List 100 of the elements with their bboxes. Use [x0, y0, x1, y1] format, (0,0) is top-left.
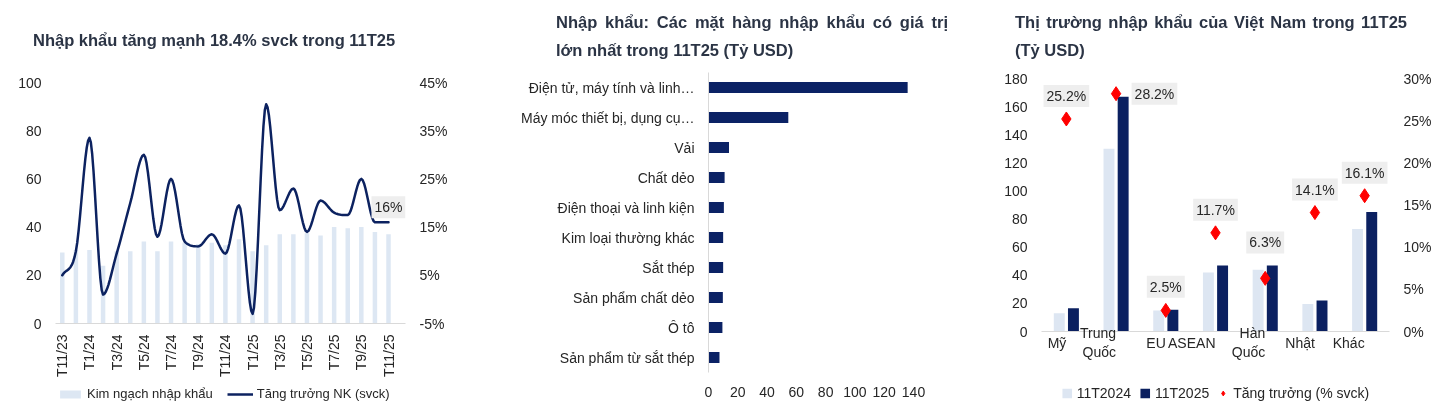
x-tick-label: ASEAN	[1168, 334, 1216, 351]
y-tick-label: 140	[1004, 126, 1028, 143]
x-tick-label: T11/25	[380, 334, 397, 378]
x-tick-label: T5/25	[298, 334, 315, 371]
point	[1309, 205, 1321, 221]
y-tick-label: 100	[1004, 182, 1028, 199]
y-tick-label: 120	[1004, 154, 1028, 171]
bar	[708, 352, 720, 363]
bar	[1053, 313, 1065, 332]
bar	[1202, 272, 1214, 332]
bar	[155, 251, 160, 324]
bar	[708, 202, 724, 213]
y-tick-label: Vải	[674, 139, 695, 156]
x-tick-label: 60	[788, 383, 805, 400]
x-tick-label: 0	[704, 383, 713, 400]
data-label: 2.5%	[1149, 278, 1182, 295]
bar	[1366, 212, 1378, 332]
chart-title: Nhập khẩu tăng mạnh 18.4% svck trong 11T25	[33, 30, 397, 51]
x-tick-label: Hàn Quốc	[1231, 324, 1266, 361]
x-tick-label: Nhật	[1285, 334, 1316, 351]
legend-label: 11T2024	[1076, 385, 1131, 401]
bar	[1167, 309, 1179, 332]
x-tick-label: T9/25	[353, 334, 370, 371]
y-tick-label: 160	[1004, 98, 1028, 115]
x-tick-label: 20	[730, 383, 746, 400]
y-tick-label: 100	[18, 74, 42, 91]
legend-label: Kim ngạch nhập khẩu	[87, 386, 213, 401]
data-label: 11.7%	[1196, 201, 1235, 218]
y-tick-label: 40	[25, 219, 42, 236]
x-tick-label: 100	[843, 383, 867, 400]
x-tick-label: 80	[817, 383, 834, 400]
bar	[708, 112, 789, 123]
y-tick-label: 60	[1011, 239, 1028, 256]
bar	[1266, 265, 1278, 332]
bar	[1117, 96, 1129, 332]
x-tick-label: Mỹ	[1047, 334, 1067, 351]
bar	[128, 251, 133, 324]
y-tick-label: 60	[25, 170, 42, 187]
data-label: 16%	[374, 199, 403, 216]
x-tick-label: T7/25	[326, 334, 343, 371]
data-label: 28.2%	[1134, 85, 1175, 102]
x-tick-label: T3/24	[108, 334, 125, 371]
data-label: 14.1%	[1295, 181, 1335, 198]
y2-tick-label: 25%	[419, 170, 448, 187]
bar	[87, 249, 92, 324]
y-tick-label: Điện thoại và linh kiện	[557, 199, 695, 216]
y2-tick-label: 45%	[419, 74, 448, 91]
legend-label: 11T2025	[1154, 385, 1210, 401]
bar	[318, 235, 323, 324]
data-label: 16.1%	[1344, 164, 1385, 181]
bar	[359, 227, 364, 324]
y2-tick-label: 5%	[1403, 281, 1424, 298]
y-tick-label: 180	[1004, 70, 1028, 87]
y2-tick-label: 10%	[1403, 239, 1432, 256]
bar	[182, 242, 187, 324]
bar	[708, 292, 723, 303]
y-tick-label: 20	[1011, 295, 1028, 312]
y-tick-label: 80	[25, 122, 42, 139]
bar	[60, 252, 65, 324]
y-tick-label: Sản phẩm chất dẻo	[573, 289, 695, 306]
y-tick-label: 40	[1011, 267, 1028, 284]
x-tick-label: T3/25	[271, 334, 288, 371]
y2-tick-label: 15%	[1403, 197, 1432, 213]
y-tick-label: Sản phẩm từ sắt thép	[559, 349, 695, 366]
bar	[386, 234, 391, 324]
bar	[708, 172, 725, 183]
y-tick-label: Sắt thép	[642, 259, 695, 276]
legend-label: Tăng trưởng NK (svck)	[256, 386, 390, 401]
bar	[223, 245, 228, 324]
y2-tick-label: 5%	[419, 267, 440, 284]
x-tick-label: T9/24	[190, 334, 207, 371]
y2-tick-label: 15%	[419, 219, 448, 236]
bar	[114, 251, 119, 324]
bar	[708, 262, 724, 273]
y-tick-label: Điện tử, máy tính và linh…	[528, 79, 695, 96]
y2-tick-label: 35%	[419, 122, 448, 139]
bar	[1352, 228, 1364, 332]
x-tick-label: 40	[759, 383, 776, 400]
chart-title: Nhập khẩu: Các mặt hàng nhập khẩu có giá trị lớn nhất trong 11T25 (Tỷ USD)	[556, 12, 948, 61]
y-tick-label: 20	[25, 267, 42, 284]
bar	[1153, 310, 1165, 332]
x-tick-label: T7/24	[163, 334, 180, 371]
x-tick-label: 120	[872, 383, 897, 400]
bar	[1217, 265, 1229, 332]
x-tick-label: T11/24	[217, 334, 234, 378]
chart-title: Thị trường nhập khẩu của Việt Nam trong 11T25 (Tỷ USD)	[1015, 12, 1407, 61]
y2-tick-label: 25%	[1403, 112, 1432, 129]
point	[1110, 86, 1122, 102]
y-tick-label: Máy móc thiết bị, dụng cụ…	[520, 109, 695, 126]
bar	[708, 142, 729, 153]
legend-label: Tăng trưởng (% svck)	[1233, 385, 1370, 401]
bar	[708, 322, 723, 333]
y2-tick-label: 0%	[1403, 323, 1424, 340]
x-tick-label: 140	[901, 383, 926, 400]
x-tick-label: T5/24	[135, 334, 152, 371]
bar	[708, 82, 908, 93]
bar	[1302, 304, 1314, 332]
x-tick-label: T1/25	[244, 334, 261, 371]
y2-tick-label: -5%	[419, 315, 445, 332]
y-tick-label: Ô tô	[668, 319, 695, 336]
